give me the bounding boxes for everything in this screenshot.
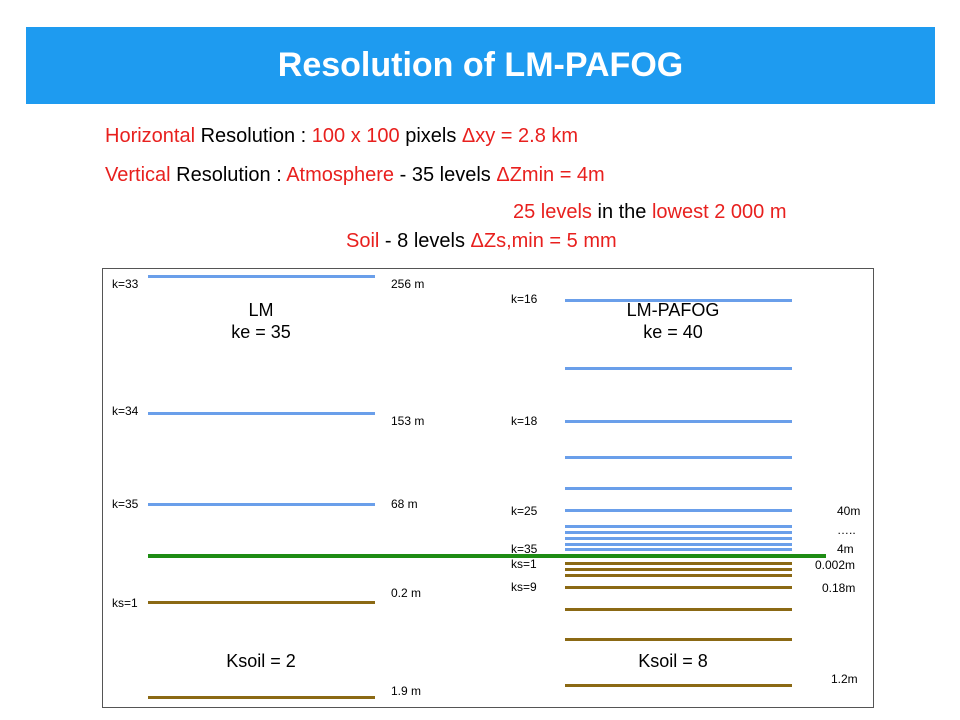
lowest-count: 25 levels xyxy=(513,201,592,223)
horiz-text: Resolution : xyxy=(195,125,312,147)
lm-height-153: 153 m xyxy=(391,414,425,428)
pafog-label-ks9: ks=9 xyxy=(511,580,537,594)
lm-soil-level-1 xyxy=(148,601,375,604)
horizontal-resolution-line: Horizontal Resolution : 100 x 100 pixels… xyxy=(105,125,578,148)
horiz-delta: Δxy = 2.8 km xyxy=(461,125,579,147)
pafog-label-ks1: ks=1 xyxy=(511,557,537,571)
lm-height-256: 256 m xyxy=(391,277,425,291)
pafog-ke: ke = 40 xyxy=(643,322,703,342)
lowest-text: in the xyxy=(591,201,652,223)
soil-delta: ΔZs,min = 5 mm xyxy=(470,230,617,252)
lm-level-k34 xyxy=(148,412,375,415)
levels-diagram: k=33 k=34 k=35 ks=1 256 m 153 m 68 m 0.2… xyxy=(102,268,874,708)
pafog-level-dense-1 xyxy=(565,525,792,528)
page-title: Resolution of LM-PAFOG xyxy=(277,46,684,84)
soil-levels: - 8 levels xyxy=(379,230,471,252)
pafog-height-12: 1.2m xyxy=(831,672,858,686)
lm-height-19: 1.9 m xyxy=(391,684,422,698)
horiz-pixels-text: pixels xyxy=(399,125,462,147)
pafog-height-4: 4m xyxy=(837,542,854,556)
pafog-ksoil: Ksoil = 8 xyxy=(638,651,708,671)
pafog-soil-level-7 xyxy=(565,684,792,687)
vert-delta: ΔZmin = 4m xyxy=(496,164,605,186)
lm-label-k35: k=35 xyxy=(112,497,139,511)
pafog-soil-level-5 xyxy=(565,608,792,611)
vert-label: Vertical xyxy=(105,164,171,186)
vert-atmosphere: Atmosphere xyxy=(286,164,395,186)
horiz-label: Horizontal xyxy=(105,125,196,147)
lm-label-k33: k=33 xyxy=(112,277,139,291)
soil-resolution-line: Soil - 8 levels ΔZs,min = 5 mm xyxy=(346,230,617,253)
pafog-level-k35 xyxy=(565,548,792,551)
horiz-pixels: 100 x 100 xyxy=(311,125,400,147)
vert-text: Resolution : xyxy=(170,164,287,186)
pafog-level-dense-4 xyxy=(565,543,792,546)
pafog-level-k17 xyxy=(565,367,792,370)
pafog-soil-ks3 xyxy=(565,574,792,577)
pafog-level-k20 xyxy=(565,487,792,490)
pafog-level-k18 xyxy=(565,420,792,423)
lm-label-ks1: ks=1 xyxy=(112,596,138,610)
pafog-height-40: 40m xyxy=(837,504,861,518)
lm-soil-level-2 xyxy=(148,696,375,699)
lm-label-k34: k=34 xyxy=(112,404,139,418)
pafog-level-dense-3 xyxy=(565,537,792,540)
lm-model-name: LM xyxy=(248,300,274,320)
pafog-label-k16: k=16 xyxy=(511,292,538,306)
pafog-height-dots: ….. xyxy=(837,523,856,537)
pafog-label-k18: k=18 xyxy=(511,414,538,428)
pafog-model-name: LM-PAFOG xyxy=(626,300,720,320)
pafog-label-k25: k=25 xyxy=(511,504,538,518)
title-bar: Resolution of LM-PAFOG xyxy=(26,27,935,104)
pafog-soil-ks9 xyxy=(565,586,792,589)
pafog-height-0002: 0.002m xyxy=(815,558,856,572)
pafog-soil-level-6 xyxy=(565,638,792,641)
pafog-height-018: 0.18m xyxy=(822,581,856,595)
lm-height-68: 68 m xyxy=(391,497,418,511)
pafog-level-k16 xyxy=(565,299,792,302)
vert-levels: - 35 levels xyxy=(394,164,497,186)
pafog-soil-ks1 xyxy=(565,562,792,565)
lm-ksoil: Ksoil = 2 xyxy=(226,651,296,671)
vertical-resolution-line: Vertical Resolution : Atmosphere - 35 le… xyxy=(105,164,605,187)
pafog-level-k25 xyxy=(565,509,792,512)
pafog-level-k19 xyxy=(565,456,792,459)
pafog-soil-ks2 xyxy=(565,568,792,571)
lm-level-k35 xyxy=(148,503,375,506)
soil-label: Soil xyxy=(346,230,380,252)
pafog-label-k35: k=35 xyxy=(511,542,538,556)
pafog-level-dense-2 xyxy=(565,531,792,534)
lm-height-02: 0.2 m xyxy=(391,586,422,600)
lowest-height: lowest 2 000 m xyxy=(651,201,787,223)
lm-level-k33 xyxy=(148,275,375,278)
lm-ke: ke = 35 xyxy=(231,322,291,342)
lowest-levels-line: 25 levels in the lowest 2 000 m xyxy=(513,201,787,224)
surface-line xyxy=(148,554,826,558)
